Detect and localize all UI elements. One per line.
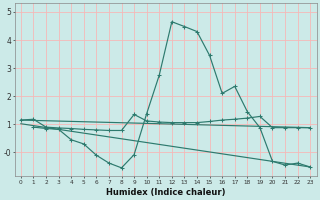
X-axis label: Humidex (Indice chaleur): Humidex (Indice chaleur): [106, 188, 225, 197]
